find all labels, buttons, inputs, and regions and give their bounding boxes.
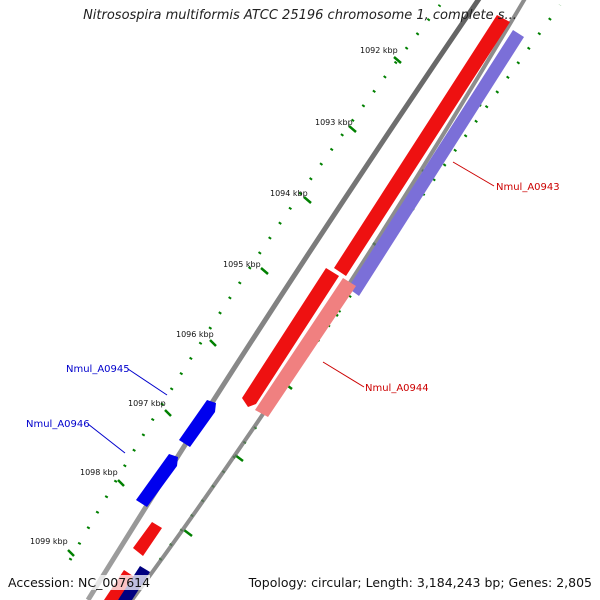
- tick-label-1092: 1092 kbp: [360, 46, 398, 55]
- gene-bar-nmul-a0943-reverse[interactable]: [348, 30, 524, 296]
- gene-label-nmul-a0945[interactable]: Nmul_A0945: [66, 364, 130, 375]
- genome-backbone: [85, 0, 482, 600]
- gene-bar-nmul-a0946[interactable]: [136, 454, 178, 507]
- tick-label-1099: 1099 kbp: [30, 537, 68, 546]
- tick-label-1095: 1095 kbp: [223, 260, 261, 269]
- inner-tick-ring: [158, 4, 562, 561]
- gene-bar-lower-forward[interactable]: [133, 522, 162, 556]
- map-title: Nitrosospira multiformis ATCC 25196 chro…: [83, 8, 517, 23]
- tick-label-1098: 1098 kbp: [80, 468, 118, 477]
- gene-label-nmul-a0943[interactable]: Nmul_A0943: [496, 182, 560, 193]
- topology-summary: Topology: circular; Length: 3,184,243 bp…: [248, 575, 592, 590]
- accession-text: Accession: NC_007614: [8, 575, 151, 590]
- outer-tick-ring: [68, 4, 442, 561]
- gene-bar-nmul-a0944-light[interactable]: [255, 278, 356, 417]
- tick-label-1094: 1094 kbp: [270, 189, 308, 198]
- gene-bar-nmul-a0945[interactable]: [179, 400, 216, 447]
- tick-label-1093: 1093 kbp: [315, 118, 353, 127]
- gene-bar-nmul-a0944-forward[interactable]: [242, 268, 339, 407]
- gene-label-nmul-a0944[interactable]: Nmul_A0944: [365, 383, 429, 394]
- tick-label-1097: 1097 kbp: [128, 399, 166, 408]
- tick-label-1096: 1096 kbp: [176, 330, 214, 339]
- gene-label-nmul-a0946[interactable]: Nmul_A0946: [26, 419, 90, 430]
- gene-bar-nmul-a0943-forward[interactable]: [334, 15, 510, 276]
- leader-lines: [87, 161, 495, 454]
